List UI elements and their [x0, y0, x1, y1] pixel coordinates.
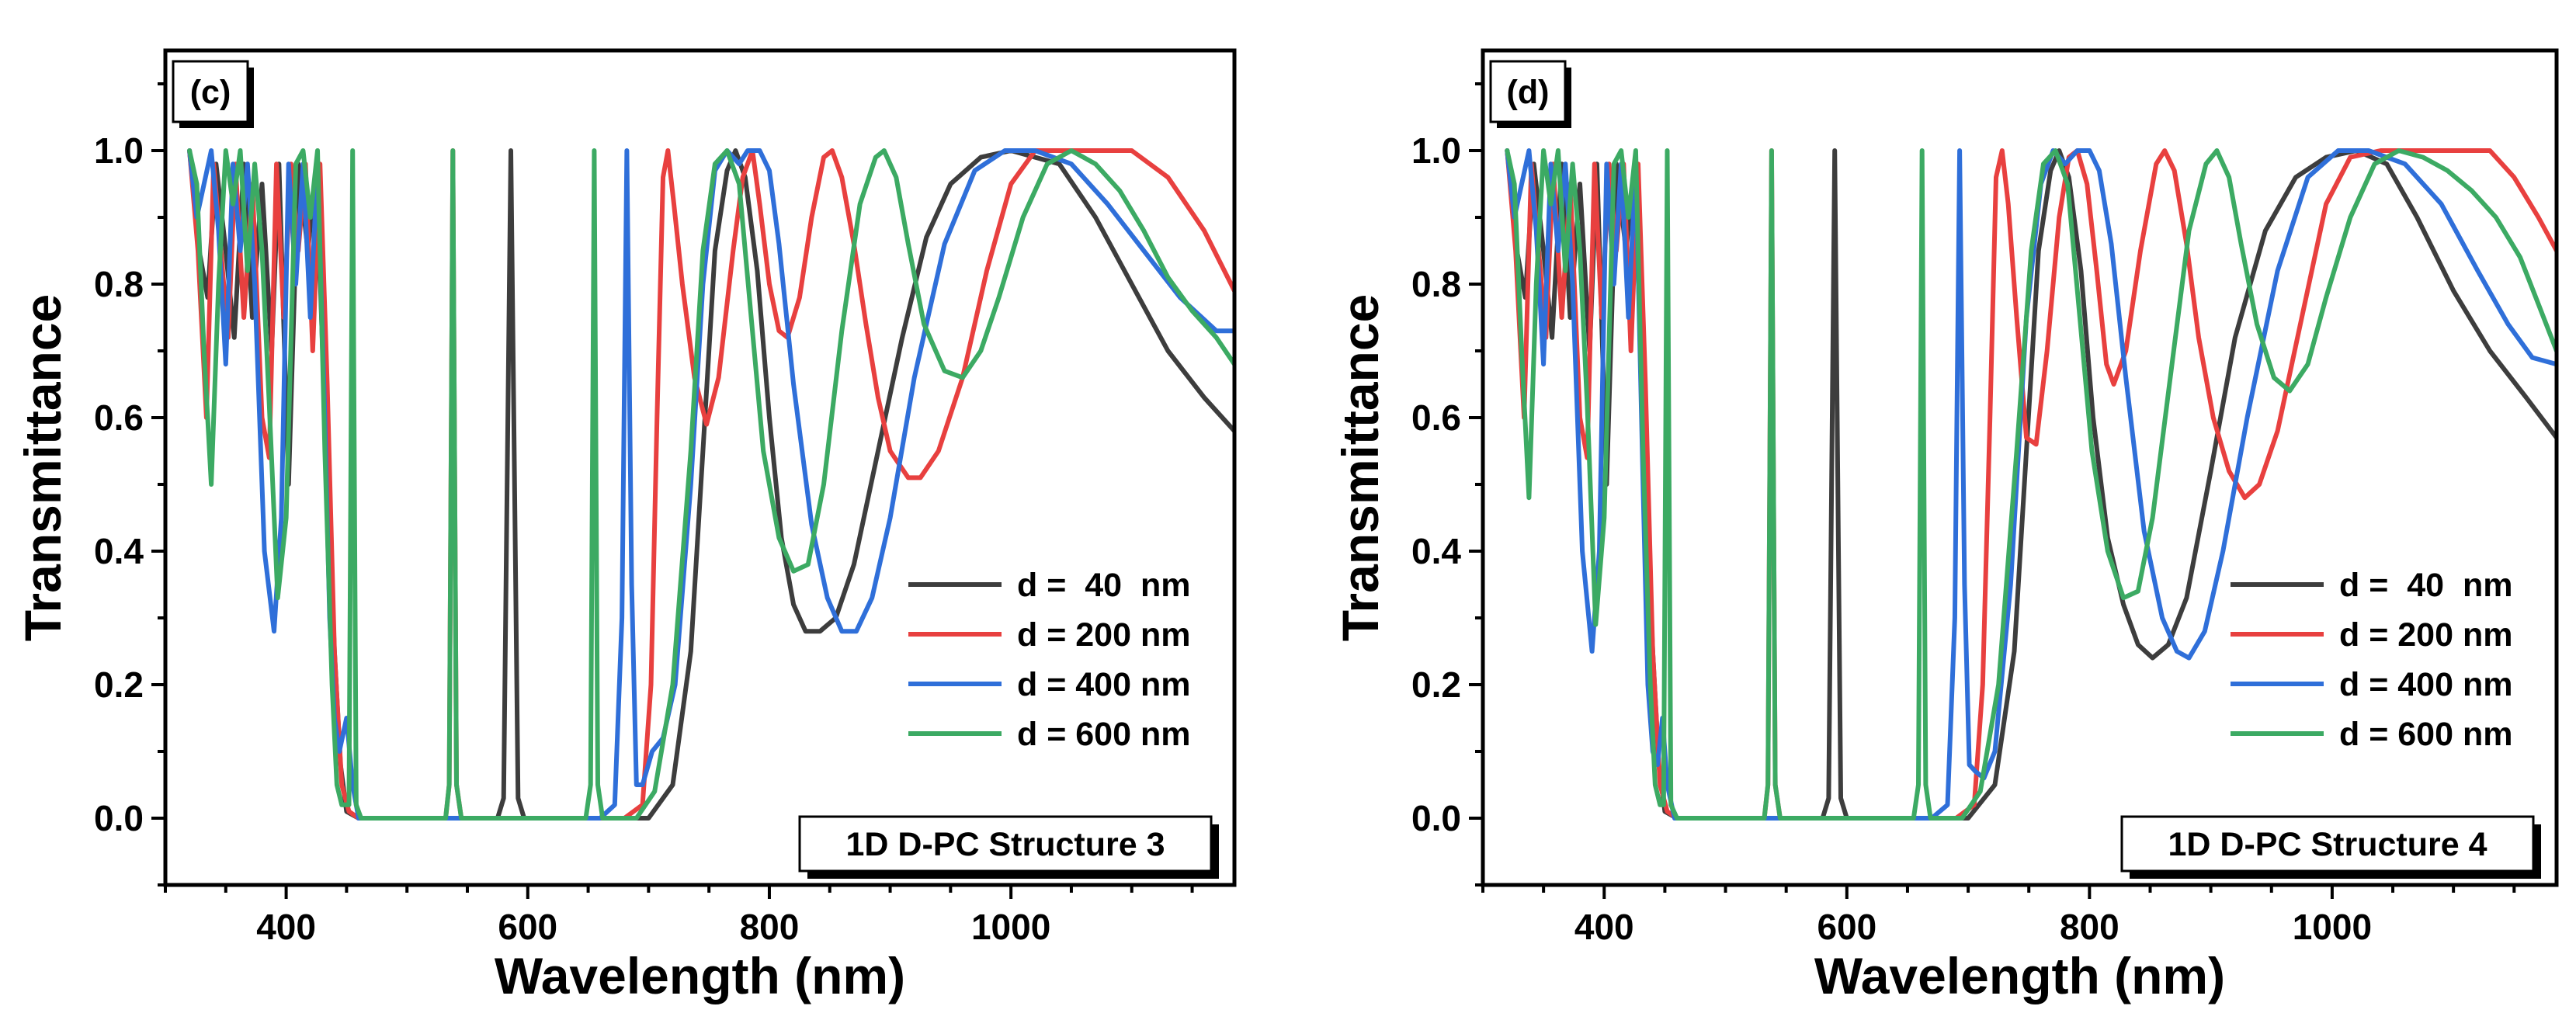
y-tick-label: 0.6: [94, 397, 144, 438]
x-tick-label: 1000: [971, 907, 1050, 947]
panel-label-box: [172, 60, 249, 123]
x-tick-label: 800: [740, 907, 800, 947]
legend-label-d600: d = 600 nm: [2339, 716, 2512, 753]
series-line-d40: [1505, 148, 2557, 821]
y-axis-title: Transmittance: [14, 294, 71, 642]
y-tick-label: 0.0: [1411, 798, 1461, 838]
y-tick-label: 0.0: [94, 798, 144, 838]
caption-text: 1D D-PC Structure 3: [846, 826, 1165, 863]
x-tick-label: 600: [1817, 907, 1876, 947]
legend-label-d40: d = 40 nm: [2339, 567, 2512, 604]
series-line-d400: [187, 148, 1234, 821]
series-line-d200: [187, 148, 1234, 821]
x-tick-label: 400: [1574, 907, 1634, 947]
x-tick-label: 600: [498, 907, 557, 947]
series-line-d200: [1505, 148, 2557, 821]
series-line-d400: [1505, 148, 2557, 821]
x-tick-label: 1000: [2293, 907, 2372, 947]
x-tick-label: 400: [256, 907, 316, 947]
panel-label: (d): [1507, 74, 1550, 111]
legend-label-d200: d = 200 nm: [1017, 616, 1190, 654]
y-tick-label: 0.8: [1411, 264, 1461, 304]
y-tick-label: 0.6: [1411, 397, 1461, 438]
y-tick-label: 1.0: [1411, 130, 1461, 171]
y-tick-label: 0.4: [94, 531, 144, 571]
caption-box: [2120, 815, 2535, 873]
y-tick-label: 0.4: [1411, 531, 1461, 571]
legend-label-d200: d = 200 nm: [2339, 616, 2512, 654]
x-tick-label: 800: [2060, 907, 2119, 947]
x-axis-title: Wavelength (nm): [495, 947, 905, 1004]
series-line-d600: [1505, 148, 2557, 821]
x-axis-title: Wavelength (nm): [1814, 947, 2225, 1004]
panel-c: 400 600 800 1000 0.0 0.2 0.4 0.6 0.8 1.0 Wavelengt…: [14, 48, 1237, 1004]
legend-label-d600: d = 600 nm: [1017, 716, 1190, 753]
legend-label-d400: d = 400 nm: [2339, 666, 2512, 703]
series-line-d600: [187, 148, 1234, 821]
plot-frame: [163, 48, 1237, 887]
series-group: [1505, 148, 2557, 821]
panel-label: (c): [190, 74, 231, 111]
legend-label-d40: d = 40 nm: [1017, 567, 1190, 604]
y-axis-title: Transmittance: [1331, 294, 1389, 642]
y-tick-label: 1.0: [94, 130, 144, 171]
series-group: [187, 148, 1234, 821]
y-tick-label: 0.2: [94, 664, 144, 705]
y-tick-label: 0.8: [94, 264, 144, 304]
caption-box: [798, 815, 1213, 873]
legend-label-d400: d = 400 nm: [1017, 666, 1190, 703]
caption-text: 1D D-PC Structure 4: [2168, 826, 2487, 863]
series-line-d40: [187, 148, 1234, 821]
plot-frame: [1481, 48, 2559, 887]
panel-label-box: [1489, 60, 1567, 123]
panel-d: 400 600 800 1000 0.0 0.2 0.4 0.6 0.8 1.0 Wavelengt…: [1331, 48, 2559, 1004]
y-tick-label: 0.2: [1411, 664, 1461, 705]
